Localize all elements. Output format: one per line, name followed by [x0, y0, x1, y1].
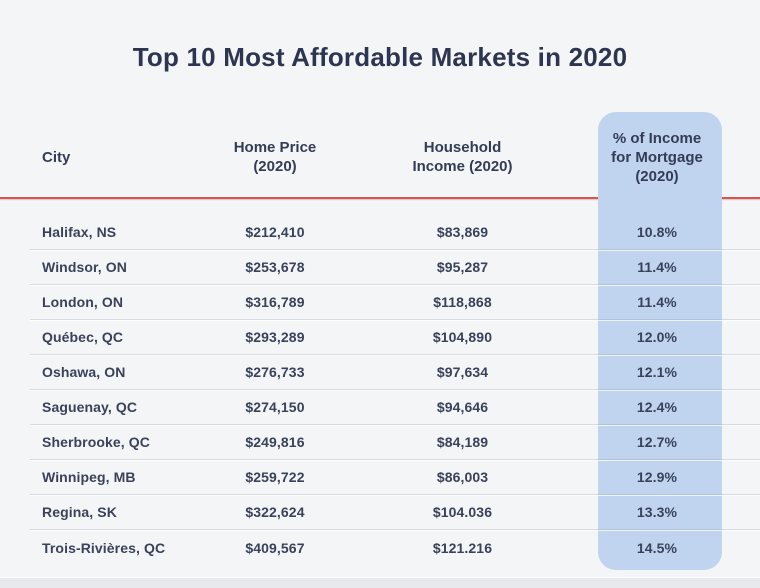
cell-pct-income: 11.4%: [637, 294, 677, 310]
cell-pct-income: 14.5%: [636, 539, 678, 556]
cell-home-price: $212,410: [245, 224, 305, 240]
table-row: Winnipeg, MB $259,722 $86,003 12.9%: [30, 460, 760, 495]
header-divider-line: [0, 197, 760, 199]
header-pct-income: % of Income for Mortgage (2020): [611, 129, 703, 185]
header-household-income: Household Income (2020): [412, 139, 513, 175]
header-home-price: Home Price (2020): [233, 139, 317, 175]
cell-city: Windsor, ON: [42, 259, 127, 275]
cell-household-income: $104.036: [432, 504, 493, 520]
table-row: Saguenay, QC $274,150 $94,646 12.4%: [30, 390, 760, 425]
cell-city: Halifax, NS: [42, 224, 117, 240]
cell-city: Oshawa, ON: [42, 364, 126, 380]
cell-home-price: $259,722: [245, 469, 305, 485]
cell-pct-income: 12.4%: [636, 399, 678, 415]
cell-pct-income: 13.3%: [636, 504, 678, 520]
cell-household-income: $118,868: [433, 294, 492, 310]
page-title: Top 10 Most Affordable Markets in 2020: [132, 42, 628, 72]
cell-city: Regina, SK: [42, 504, 117, 520]
cell-household-income: $84,189: [436, 434, 489, 450]
table-row: Halifax, NS $212,410 $83,869 10.8%: [30, 215, 760, 250]
header-city: City: [42, 148, 71, 166]
cell-home-price: $293,289: [245, 329, 305, 345]
highlight-column-panel: [598, 112, 722, 570]
cell-city: London, ON: [42, 294, 124, 310]
table-row: Québec, QC $293,289 $104,890 12.0%: [30, 320, 760, 355]
table-row: London, ON $316,789 $118,868 11.4%: [30, 285, 760, 320]
cell-pct-income: 10.8%: [636, 224, 678, 240]
table-row: Sherbrooke, QC $249,816 $84,189 12.7%: [30, 425, 760, 460]
table-row: Trois-Rivières, QC $409,567 $121.216 14.5%: [30, 530, 760, 565]
table-header: City Home Price (2020) Household Income …: [30, 118, 760, 196]
cell-home-price: $249,816: [245, 434, 305, 450]
cell-pct-income: 12.9%: [636, 469, 678, 485]
table-row: Windsor, ON $253,678 $95,287 11.4%: [30, 250, 760, 285]
cell-household-income: $97,634: [436, 364, 489, 380]
cell-household-income: $121.216: [432, 539, 493, 556]
cell-pct-income: 11.4%: [637, 259, 677, 275]
cell-home-price: $409,567: [245, 539, 305, 556]
cell-household-income: $94,646: [436, 399, 489, 415]
cell-home-price: $274,150: [245, 399, 305, 415]
cell-pct-income: 12.7%: [636, 434, 678, 450]
cell-home-price: $322,624: [245, 504, 305, 520]
cell-city: Sherbrooke, QC: [42, 434, 150, 450]
cell-home-price: $276,733: [245, 364, 305, 380]
cell-household-income: $104,890: [432, 329, 493, 345]
cell-city: Winnipeg, MB: [42, 469, 136, 485]
table-row: Oshawa, ON $276,733 $97,634 12.1%: [30, 355, 760, 390]
cell-pct-income: 12.0%: [636, 329, 678, 345]
cell-household-income: $86,003: [436, 469, 489, 485]
cell-household-income: $83,869: [436, 224, 489, 240]
cell-home-price: $316,789: [245, 294, 305, 310]
cell-city: Québec, QC: [42, 329, 124, 345]
bottom-edge: [0, 577, 760, 588]
table-body: Halifax, NS $212,410 $83,869 10.8% Windsor, …: [30, 215, 760, 565]
cell-city: Trois-Rivières, QC: [42, 539, 166, 556]
cell-pct-income: 12.1%: [636, 364, 678, 380]
cell-city: Saguenay, QC: [42, 399, 138, 415]
cell-home-price: $253,678: [245, 259, 305, 275]
cell-household-income: $95,287: [436, 259, 489, 275]
table-row: Regina, SK $322,624 $104.036 13.3%: [30, 495, 760, 530]
